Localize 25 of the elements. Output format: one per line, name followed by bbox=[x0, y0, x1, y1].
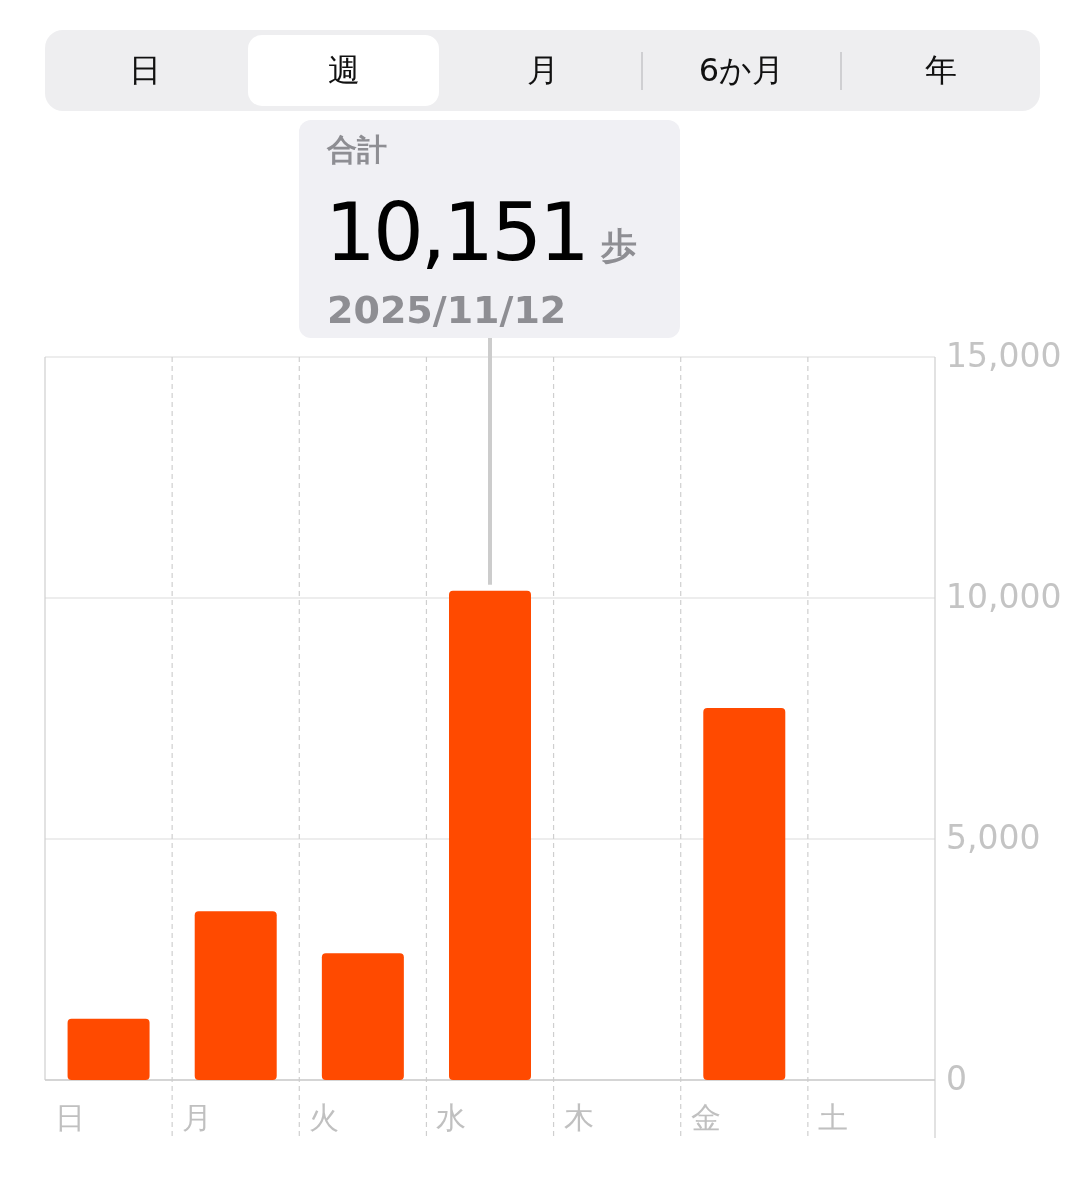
y-tick-label: 0 bbox=[946, 1058, 967, 1098]
text: 6か月 bbox=[698, 51, 785, 89]
text: 月 bbox=[526, 51, 559, 89]
y-tick-label: 15,000 bbox=[946, 335, 1062, 375]
x-tick-label: 土 bbox=[817, 1100, 848, 1135]
bar bbox=[67, 1018, 150, 1080]
y-tick-label: 10,000 bbox=[946, 576, 1062, 616]
text: 合計 bbox=[326, 132, 387, 167]
x-tick-label: 金 bbox=[690, 1100, 721, 1135]
text: 年 bbox=[924, 51, 957, 89]
x-tick-label: 日 bbox=[55, 1100, 85, 1135]
x-tick-label: 木 bbox=[563, 1100, 594, 1135]
y-tick-label: 5,000 bbox=[946, 817, 1041, 857]
x-tick-label: 月 bbox=[182, 1100, 213, 1135]
bar bbox=[321, 953, 404, 1080]
bar bbox=[194, 911, 277, 1080]
bar bbox=[449, 590, 531, 1080]
text: 2025/11/12 bbox=[327, 288, 567, 332]
bar bbox=[703, 707, 786, 1080]
x-tick-label: 火 bbox=[309, 1100, 340, 1135]
text: 10,151 bbox=[325, 186, 587, 279]
text: 日 bbox=[128, 51, 161, 89]
text: 歩 bbox=[599, 225, 637, 266]
text: 週 bbox=[327, 51, 360, 89]
x-tick-label: 水 bbox=[436, 1100, 467, 1135]
